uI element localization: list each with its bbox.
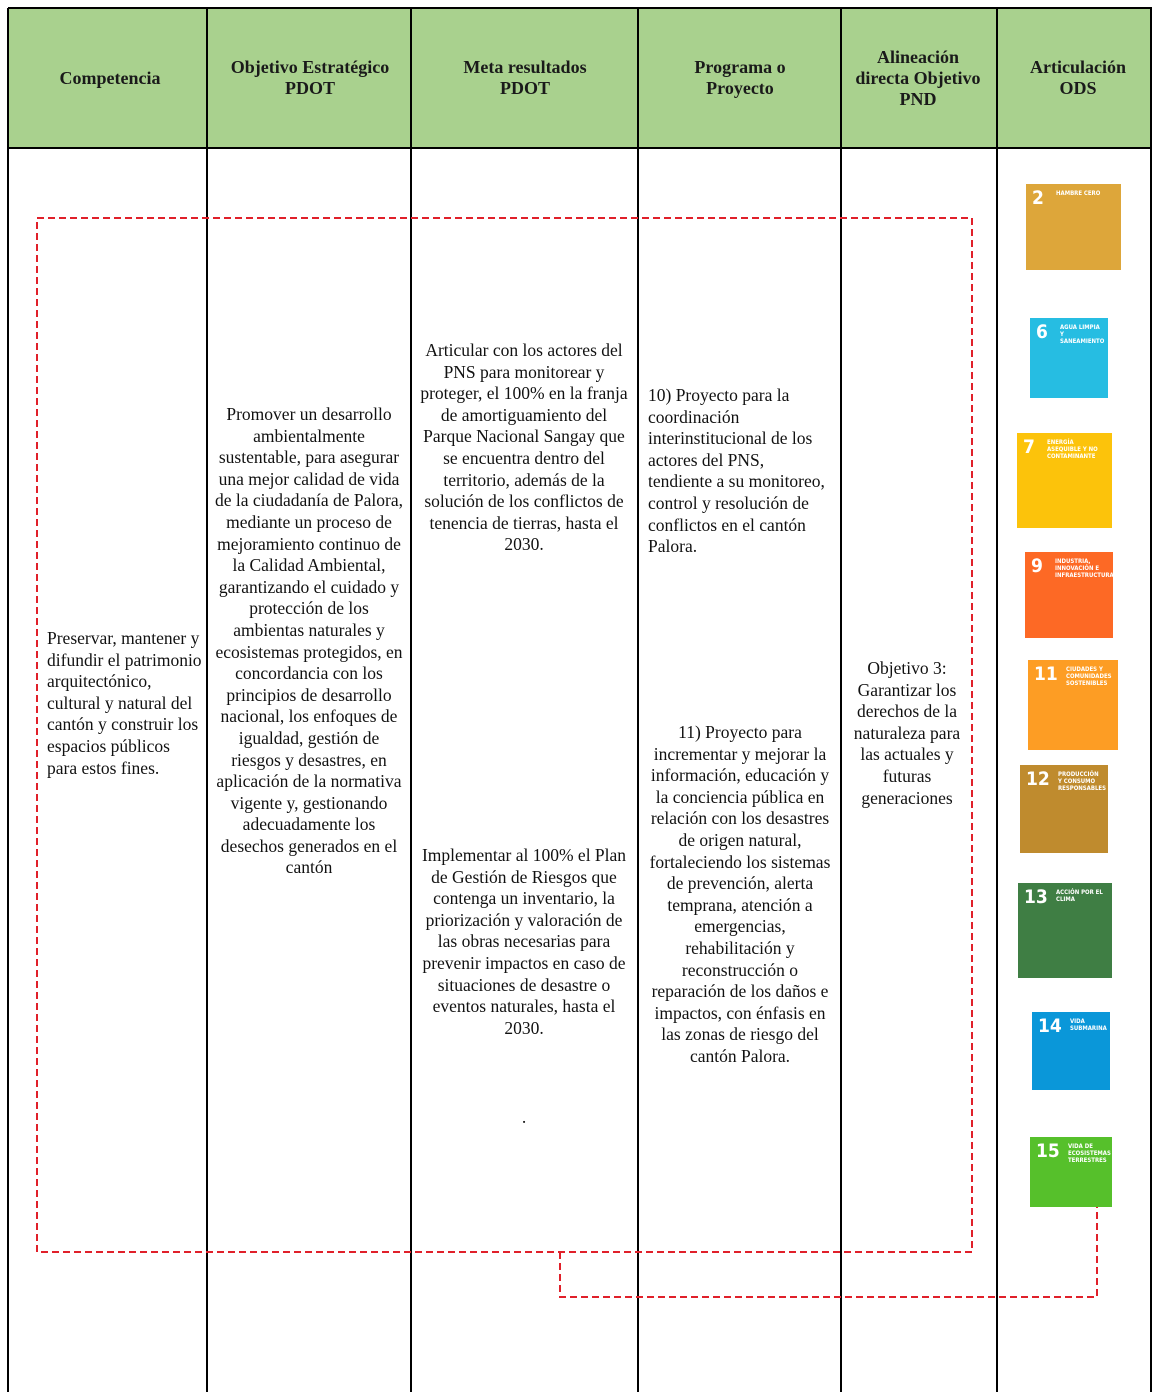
ods-icon: 12 PRODUCCIÓN Y CONSUMO RESPONSABLES xyxy=(1020,765,1108,853)
ods-number: 9 xyxy=(1031,555,1043,577)
ods-icon: 14 VIDA SUBMARINA xyxy=(1032,1012,1110,1090)
cell-text: . xyxy=(521,1107,527,1127)
ods-label: CIUDADES Y COMUNIDADES SOSTENIBLES xyxy=(1066,666,1112,687)
ods-label: INDUSTRIA, INNOVACIÓN E INFRAESTRUCTURA xyxy=(1055,558,1113,579)
header-background xyxy=(8,8,1150,148)
border xyxy=(1150,8,1152,1392)
column-header: Programa o Proyecto xyxy=(694,57,786,98)
column-header: Alineación directa Objetivo PND xyxy=(855,46,981,109)
border xyxy=(410,8,412,1392)
ods-label: VIDA SUBMARINA xyxy=(1070,1018,1107,1032)
ods-icon: 13 ACCIÓN POR EL CLIMA xyxy=(1018,883,1112,978)
border xyxy=(637,8,639,1392)
ods-icon: 15 VIDA DE ECOSISTEMAS TERRESTRES xyxy=(1030,1137,1112,1207)
ods-label: ACCIÓN POR EL CLIMA xyxy=(1056,889,1103,903)
cell-text: Preservar, mantener y difundir el patrim… xyxy=(47,628,202,778)
column-header: Competencia xyxy=(59,67,161,88)
border xyxy=(7,8,9,1392)
ods-number: 12 xyxy=(1026,768,1050,790)
cell-text: 10) Proyecto para la coordinación interi… xyxy=(648,385,825,557)
cell-text: 11) Proyecto para incrementar y mejorar … xyxy=(649,722,831,1066)
ods-number: 2 xyxy=(1032,187,1044,209)
border xyxy=(996,8,998,1392)
border xyxy=(206,8,208,1392)
ods-icon: 11 CIUDADES Y COMUNIDADES SOSTENIBLES xyxy=(1028,660,1118,750)
ods-number: 15 xyxy=(1036,1140,1060,1162)
border xyxy=(8,7,1152,9)
column-header: Meta resultados PDOT xyxy=(463,57,587,98)
ods-icon: 7 ENERGÍA ASEQUIBLE Y NO CONTAMINANTE xyxy=(1017,433,1112,528)
ods-label: HAMBRE CERO xyxy=(1056,190,1101,197)
cell-text: Objetivo 3: Garantizar los derechos de l… xyxy=(853,658,961,808)
ods-number: 11 xyxy=(1034,663,1058,685)
ods-label: ENERGÍA ASEQUIBLE Y NO CONTAMINANTE xyxy=(1047,439,1098,460)
cell-text: Articular con los actores del PNS para m… xyxy=(420,340,628,555)
ods-number: 14 xyxy=(1038,1015,1062,1037)
ods-label: PRODUCCIÓN Y CONSUMO RESPONSABLES xyxy=(1058,771,1106,792)
ods-number: 13 xyxy=(1024,886,1048,908)
ods-icon: 2 HAMBRE CERO xyxy=(1026,184,1121,270)
ods-number: 7 xyxy=(1023,436,1035,458)
ods-label: VIDA DE ECOSISTEMAS TERRESTRES xyxy=(1068,1143,1111,1164)
ods-icon: 9 INDUSTRIA, INNOVACIÓN E INFRAESTRUCTURA xyxy=(1025,552,1113,638)
cell-text: Promover un desarrollo ambientalmente su… xyxy=(214,404,404,878)
column-header: Articulación ODS xyxy=(1030,57,1126,98)
ods-number: 6 xyxy=(1036,321,1048,343)
border xyxy=(8,147,1152,149)
border xyxy=(840,8,842,1392)
ods-label: AGUA LIMPIA Y SANEAMIENTO xyxy=(1060,324,1105,345)
column-header: Objetivo Estratégico PDOT xyxy=(230,57,390,98)
ods-icon: 6 AGUA LIMPIA Y SANEAMIENTO xyxy=(1030,318,1108,398)
cell-text: Implementar al 100% el Plan de Gestión d… xyxy=(421,845,627,1038)
